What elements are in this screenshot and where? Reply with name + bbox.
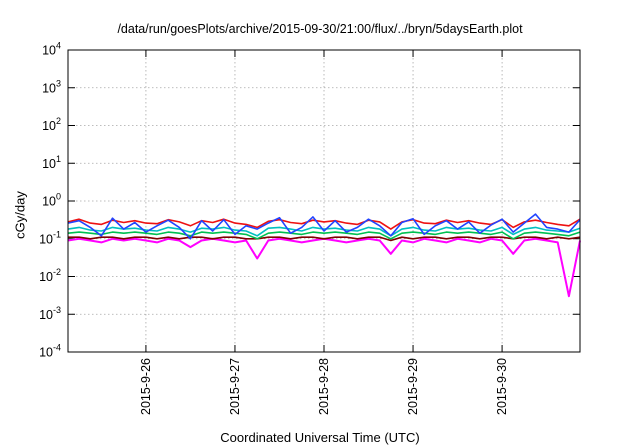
- series-5-line: [67, 213, 581, 240]
- y-tick-label: 10-1: [39, 229, 61, 246]
- y-tick-label: 100: [42, 192, 61, 209]
- series-2-line: [67, 231, 581, 240]
- y-tick-label: 104: [42, 41, 61, 58]
- x-tick-label: 2015-9-28: [317, 358, 331, 415]
- x-tick-label: 2015-9-29: [406, 358, 420, 415]
- plot-frame: [67, 49, 581, 353]
- y-tick-label: 10-2: [39, 267, 61, 284]
- x-tick-label: 2015-9-27: [228, 358, 242, 415]
- y-axis-label: cGy/day: [12, 191, 28, 239]
- x-axis-label: Coordinated Universal Time (UTC): [220, 430, 420, 445]
- x-tick-label: 2015-9-30: [495, 358, 509, 415]
- y-tick-label: 10-3: [39, 305, 61, 322]
- y-tick-label: 102: [42, 116, 61, 133]
- chart-title: /data/run/goesPlots/archive/2015-09-30/2…: [117, 22, 523, 36]
- series-1-line: [68, 236, 581, 242]
- y-tick-label: 10-4: [39, 343, 61, 360]
- y-tick-label: 101: [42, 154, 61, 171]
- x-tick-label: 2015-9-26: [139, 358, 153, 415]
- y-tick-label: 103: [42, 78, 61, 95]
- series-3-line: [67, 226, 581, 237]
